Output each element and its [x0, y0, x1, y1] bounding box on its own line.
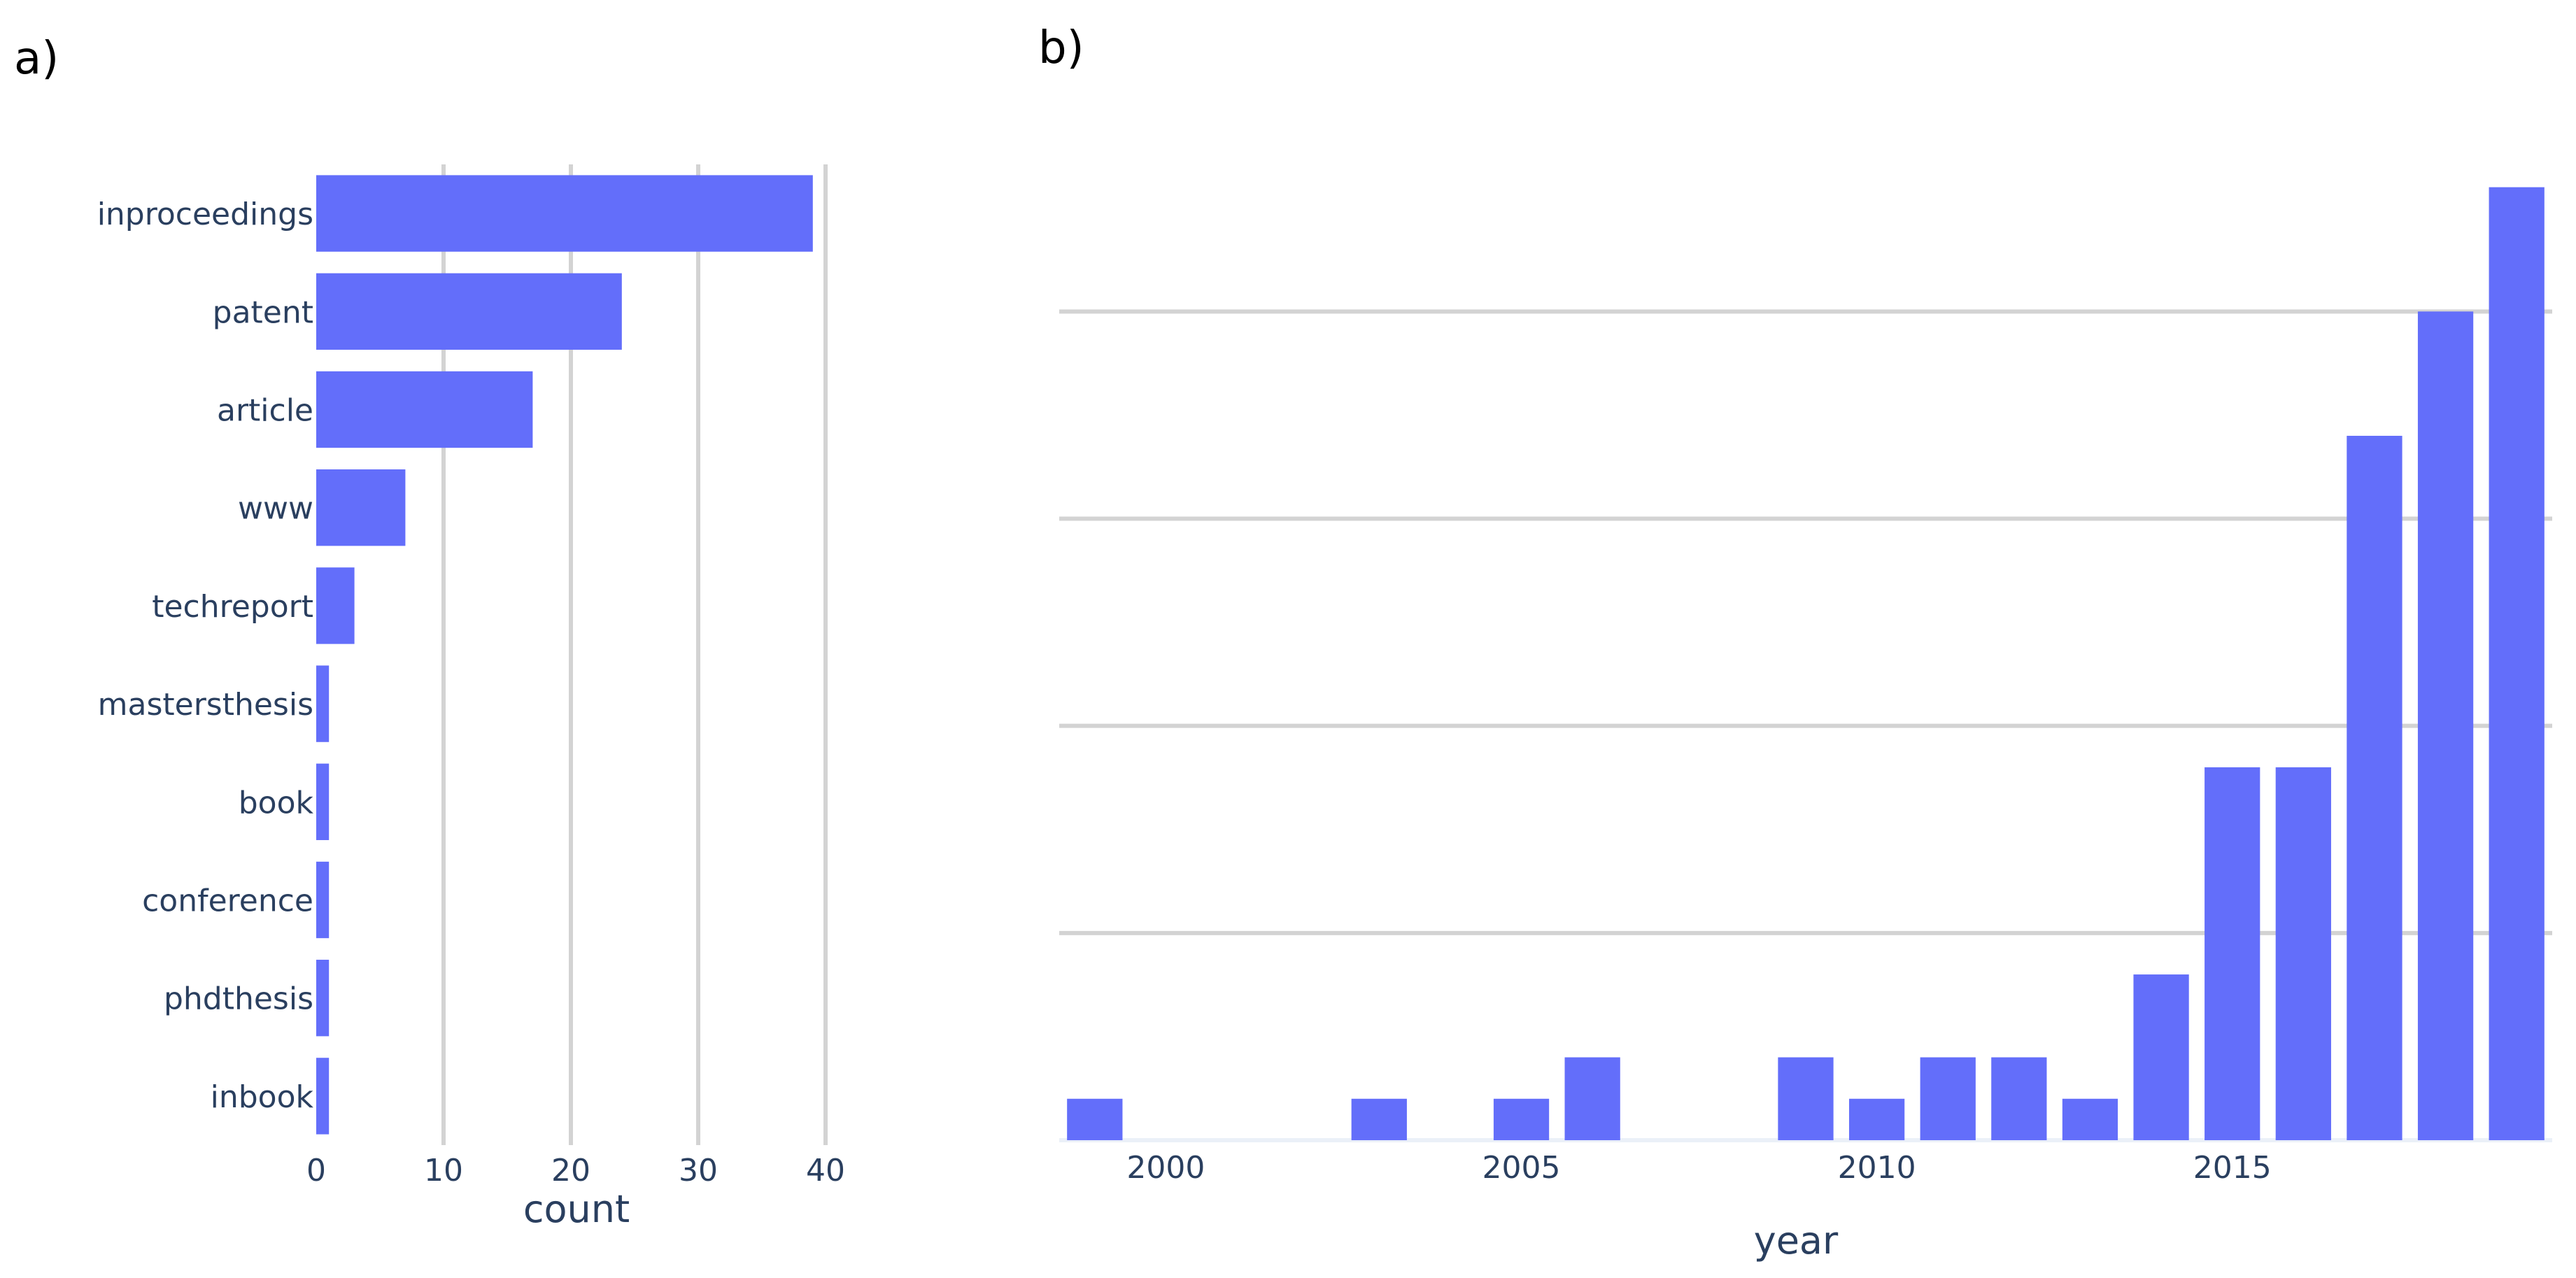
chart-b-bar	[1920, 1057, 1976, 1140]
chart-a-x-tick-label: 40	[806, 1153, 845, 1188]
chart-a-bar	[316, 371, 533, 448]
chart-b-bar	[1991, 1057, 2047, 1140]
chart-a-bar	[316, 1058, 330, 1135]
chart-a-x-tick-label: 10	[424, 1153, 463, 1188]
chart-a-category-label: conference	[142, 883, 313, 919]
chart-b-x-tick-labels: 2000 2005 2010 2015	[1126, 1150, 2271, 1186]
chart-a-category-label: patent	[213, 294, 313, 330]
chart-a-category-label: inbook	[211, 1079, 314, 1115]
chart-b-x-tick-label: 2010	[1838, 1150, 1916, 1186]
chart-b-x-tick-label: 2000	[1126, 1150, 1205, 1186]
chart-b-bar	[2347, 436, 2402, 1140]
panel-b-label: b)	[1038, 22, 1084, 74]
chart-a-x-axis-title: count	[523, 1187, 630, 1231]
chart-a-category-labels: inproceedings patent article www techreport m…	[97, 197, 314, 1115]
chart-a-category-label: book	[239, 785, 314, 821]
chart-b-x-axis-title: year	[1754, 1219, 1839, 1263]
chart-b-x-tick-label: 2015	[2193, 1150, 2272, 1186]
panel-a-label: a)	[14, 33, 59, 85]
chart-b-bar	[1067, 1098, 1123, 1140]
chart-b-bar	[1351, 1098, 1407, 1140]
chart-a-x-tick-label: 20	[551, 1153, 590, 1188]
chart-b-bar	[1564, 1057, 1620, 1140]
chart-a-category-label: mastersthesis	[98, 687, 313, 723]
chart-a-bar	[316, 763, 330, 840]
chart-a-category-label: www	[238, 491, 313, 527]
chart-a-bars	[316, 175, 813, 1135]
chart-a-category-label: inproceedings	[97, 197, 313, 232]
chart-b-bar	[2417, 311, 2474, 1141]
chart-b-bar	[1778, 1057, 1834, 1140]
chart-b-bar	[2133, 974, 2189, 1140]
chart-a-category-label: techreport	[152, 589, 313, 625]
chart-b-bar	[2062, 1098, 2118, 1140]
chart-b-bar	[2275, 767, 2331, 1140]
chart-a-category-label: phdthesis	[164, 981, 313, 1017]
chart-b-bar	[1848, 1098, 1905, 1140]
chart-a-bar	[316, 469, 406, 546]
chart-a-bar	[316, 861, 330, 939]
chart-a-bar	[316, 175, 813, 252]
chart-a-bar	[316, 665, 330, 742]
chart-b-x-tick-label: 2005	[1482, 1150, 1561, 1186]
chart-b-bar	[1493, 1098, 1550, 1140]
chart-b-bar	[2489, 187, 2545, 1140]
chart-b-bar	[2205, 767, 2260, 1140]
chart-b: 2000 2005 2010 2015 year	[1059, 187, 2552, 1263]
chart-a-x-tick-label: 0	[306, 1153, 326, 1188]
chart-a: inproceedings patent article www techreport m…	[97, 164, 845, 1231]
chart-a-bar	[316, 273, 622, 350]
chart-a-bar	[316, 960, 330, 1037]
chart-b-bars	[1067, 187, 2545, 1141]
chart-a-category-label: article	[217, 393, 313, 429]
chart-a-x-tick-label: 30	[679, 1153, 718, 1188]
chart-a-x-tick-labels: 0 10 20 30 40	[306, 1153, 845, 1188]
chart-a-bar	[316, 567, 355, 644]
